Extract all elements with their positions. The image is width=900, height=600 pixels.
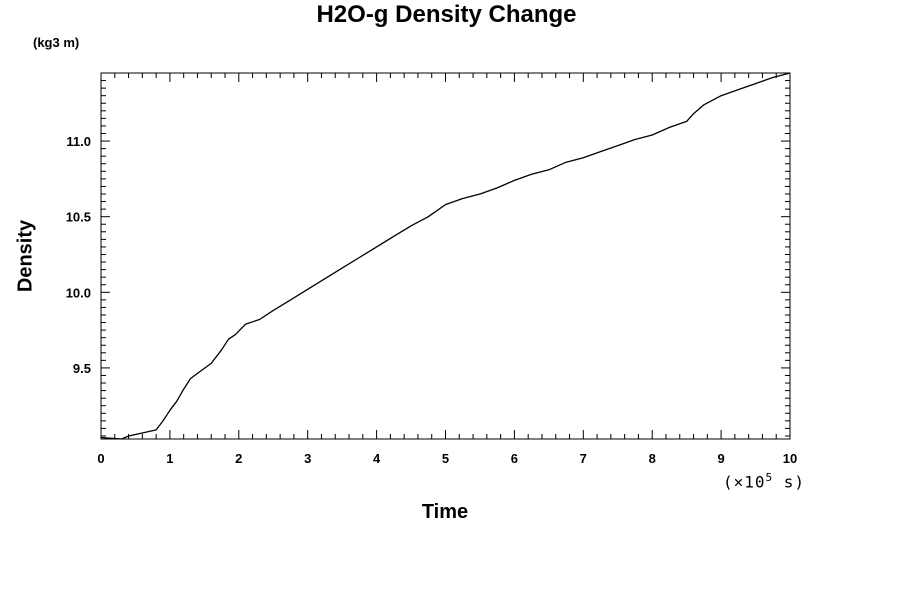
x-scale-exponent: 5 — [765, 471, 774, 484]
x-tick-label: 9 — [717, 451, 724, 466]
y-tick-label: 9.5 — [73, 361, 91, 376]
x-tick-label: 4 — [373, 451, 381, 466]
y-tick-label: 10.0 — [66, 285, 91, 300]
y-axis-unit: (kg3 m) — [33, 35, 80, 50]
y-tick-label: 10.5 — [66, 210, 91, 225]
series-line — [100, 72, 791, 440]
x-tick-label: 0 — [97, 451, 104, 466]
y-tick-label: 11.0 — [66, 134, 91, 149]
x-tick-label: 8 — [649, 451, 656, 466]
x-scale-suffix: s) — [773, 472, 806, 492]
x-tick-label: 2 — [235, 451, 242, 466]
x-tick-label: 6 — [511, 451, 518, 466]
x-axis-scale-note: (×105 s) — [723, 471, 805, 491]
plot-frame — [100, 72, 791, 440]
x-tick-label: 3 — [304, 451, 311, 466]
x-tick-label: 7 — [580, 451, 587, 466]
chart-title: H2O-g Density Change — [316, 1, 577, 28]
x-tick-label: 10 — [783, 451, 797, 466]
x-axis-label: Time — [421, 501, 469, 523]
x-tick-label: 1 — [166, 451, 173, 466]
x-scale-prefix: (×10 — [723, 472, 766, 492]
x-tick-label: 5 — [442, 451, 449, 466]
